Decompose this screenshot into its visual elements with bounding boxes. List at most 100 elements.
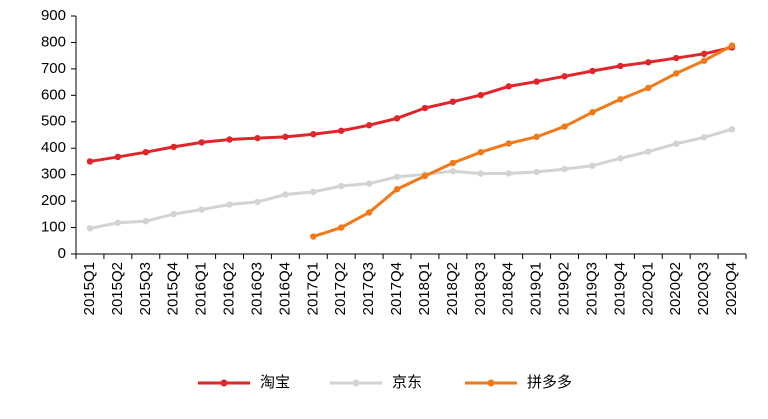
x-tick-label: 2015Q4 [165, 262, 182, 315]
point [365, 122, 373, 129]
point [589, 162, 596, 169]
y-tick-label: 400 [41, 139, 66, 156]
x-tick-label: 2020Q2 [667, 262, 684, 315]
point [477, 91, 484, 99]
x-tick-label: 2019Q1 [528, 262, 545, 315]
point [310, 188, 317, 196]
x-tick-label: 2018Q2 [444, 262, 461, 315]
point [589, 109, 596, 116]
point [170, 143, 177, 151]
x-tick-label: 2015Q3 [137, 262, 154, 315]
point [421, 104, 429, 112]
point [282, 191, 289, 198]
point [533, 133, 540, 141]
y-tick-label: 0 [58, 245, 66, 262]
point [142, 148, 149, 156]
point [645, 148, 652, 155]
series-line [89, 127, 733, 230]
point [477, 170, 484, 177]
point [393, 173, 401, 180]
point [198, 139, 205, 146]
point [142, 218, 149, 225]
x-tick-label: 2020Q1 [639, 262, 656, 315]
point [728, 125, 736, 133]
point [617, 96, 624, 103]
point [617, 155, 624, 162]
point [533, 78, 540, 85]
y-tick-label: 500 [41, 113, 66, 130]
point [254, 134, 261, 142]
point [338, 224, 345, 231]
legend-label: 拼多多 [527, 374, 572, 391]
point [505, 170, 512, 177]
x-tick-label: 2016Q1 [193, 262, 210, 315]
x-tick-label: 2020Q3 [695, 262, 712, 315]
point [393, 186, 401, 193]
point [505, 83, 512, 90]
x-tick-label: 2018Q3 [472, 262, 489, 315]
legend-marker [220, 379, 228, 387]
series-line [89, 46, 733, 163]
series-line [312, 44, 733, 238]
point [226, 136, 233, 143]
point [86, 225, 94, 232]
point [114, 219, 122, 226]
point [282, 133, 289, 141]
point [449, 168, 457, 175]
legend-marker [487, 379, 495, 387]
point [561, 123, 568, 130]
x-tick-label: 2016Q4 [276, 262, 293, 315]
x-tick-label: 2019Q4 [611, 262, 628, 315]
point [673, 140, 680, 147]
point [561, 73, 568, 80]
legend-label: 京东 [392, 374, 422, 391]
point [393, 115, 401, 122]
x-tick-label: 2017Q4 [388, 262, 405, 315]
point [700, 50, 708, 58]
point [589, 67, 596, 75]
x-tick-label: 2017Q2 [332, 262, 349, 315]
x-tick-label: 2020Q4 [723, 262, 740, 315]
point [338, 127, 345, 134]
point [533, 168, 540, 176]
x-tick-label: 2019Q3 [583, 262, 600, 315]
point [170, 210, 177, 218]
x-tick-label: 2018Q1 [416, 262, 433, 315]
point [310, 131, 317, 138]
point [645, 84, 652, 92]
y-tick-label: 200 [41, 192, 66, 209]
point [254, 198, 261, 206]
point [561, 165, 568, 173]
x-tick-label: 2017Q1 [304, 262, 321, 315]
x-tick-label: 2016Q2 [221, 262, 238, 315]
y-tick-label: 800 [41, 33, 66, 50]
point [700, 57, 708, 64]
x-tick-label: 2018Q4 [500, 262, 517, 315]
x-tick-label: 2015Q2 [109, 262, 126, 315]
point [673, 54, 680, 62]
point [700, 134, 708, 141]
y-tick-label: 700 [41, 60, 66, 77]
point [86, 158, 94, 165]
point [338, 182, 345, 190]
legend-label: 淘宝 [260, 374, 290, 391]
point [645, 59, 652, 66]
x-tick-label: 2015Q1 [81, 262, 98, 315]
y-tick-label: 900 [41, 7, 66, 24]
y-tick-label: 600 [41, 86, 66, 103]
point [365, 180, 373, 187]
point [198, 206, 205, 213]
point [449, 98, 457, 105]
point [477, 148, 484, 156]
point [449, 159, 457, 167]
y-tick-label: 300 [41, 166, 66, 183]
point [421, 172, 429, 180]
point [365, 209, 373, 216]
point [226, 201, 233, 208]
x-tick-label: 2017Q3 [360, 262, 377, 315]
legend-marker [352, 379, 360, 387]
y-tick-label: 100 [41, 219, 66, 236]
x-tick-label: 2019Q2 [556, 262, 573, 315]
point [310, 233, 317, 240]
